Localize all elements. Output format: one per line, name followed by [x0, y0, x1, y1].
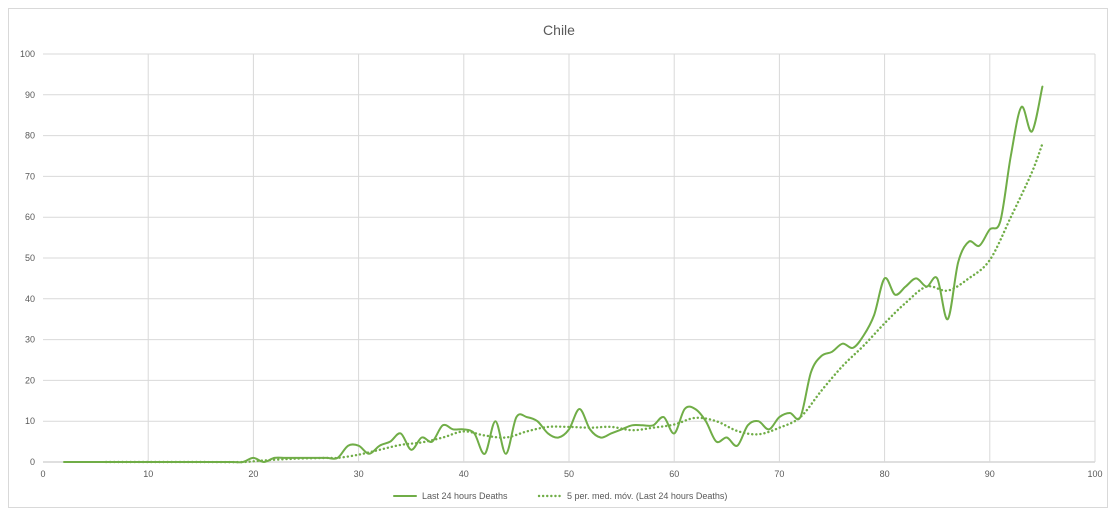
legend: Last 24 hours Deaths 5 per. med. móv. (L… — [393, 491, 727, 501]
x-tick-label: 10 — [143, 469, 153, 479]
gridlines — [43, 53, 1096, 463]
series-line-1 — [63, 85, 1044, 464]
legend-label-series-1: Last 24 hours Deaths — [422, 491, 508, 501]
y-tick-label: 60 — [25, 212, 35, 222]
x-tick-label: 100 — [1087, 469, 1102, 479]
x-axis-ticks: 0 10 20 30 40 50 60 70 80 90 100 — [40, 469, 1102, 479]
x-tick-label: 40 — [459, 469, 469, 479]
series-line-2 — [104, 142, 1044, 464]
y-tick-label: 10 — [25, 416, 35, 426]
x-tick-label: 0 — [40, 469, 45, 479]
x-tick-label: 20 — [248, 469, 258, 479]
y-tick-label: 30 — [25, 335, 35, 345]
y-tick-label: 100 — [20, 49, 35, 59]
y-tick-label: 20 — [25, 375, 35, 385]
y-tick-label: 70 — [25, 171, 35, 181]
legend-label-series-2: 5 per. med. móv. (Last 24 hours Deaths) — [567, 491, 727, 501]
x-tick-label: 60 — [669, 469, 679, 479]
x-tick-label: 50 — [564, 469, 574, 479]
y-tick-label: 90 — [25, 90, 35, 100]
x-tick-label: 90 — [985, 469, 995, 479]
x-tick-label: 30 — [354, 469, 364, 479]
y-tick-label: 80 — [25, 131, 35, 141]
chart-title: Chile — [543, 22, 575, 38]
y-tick-label: 40 — [25, 294, 35, 304]
x-tick-label: 70 — [774, 469, 784, 479]
y-tick-label: 0 — [30, 457, 35, 467]
y-axis-ticks: 0 10 20 30 40 50 60 70 80 90 100 — [20, 49, 35, 467]
x-tick-label: 80 — [880, 469, 890, 479]
plot-area — [63, 85, 1044, 464]
line-chart: Chile 0 10 20 30 40 50 60 70 80 90 100 0 10 20 30 40 50… — [20, 22, 1103, 501]
chart-frame: Chile 0 10 20 30 40 50 60 70 80 90 100 0 10 20 30 40 50… — [8, 8, 1108, 508]
y-tick-label: 50 — [25, 253, 35, 263]
